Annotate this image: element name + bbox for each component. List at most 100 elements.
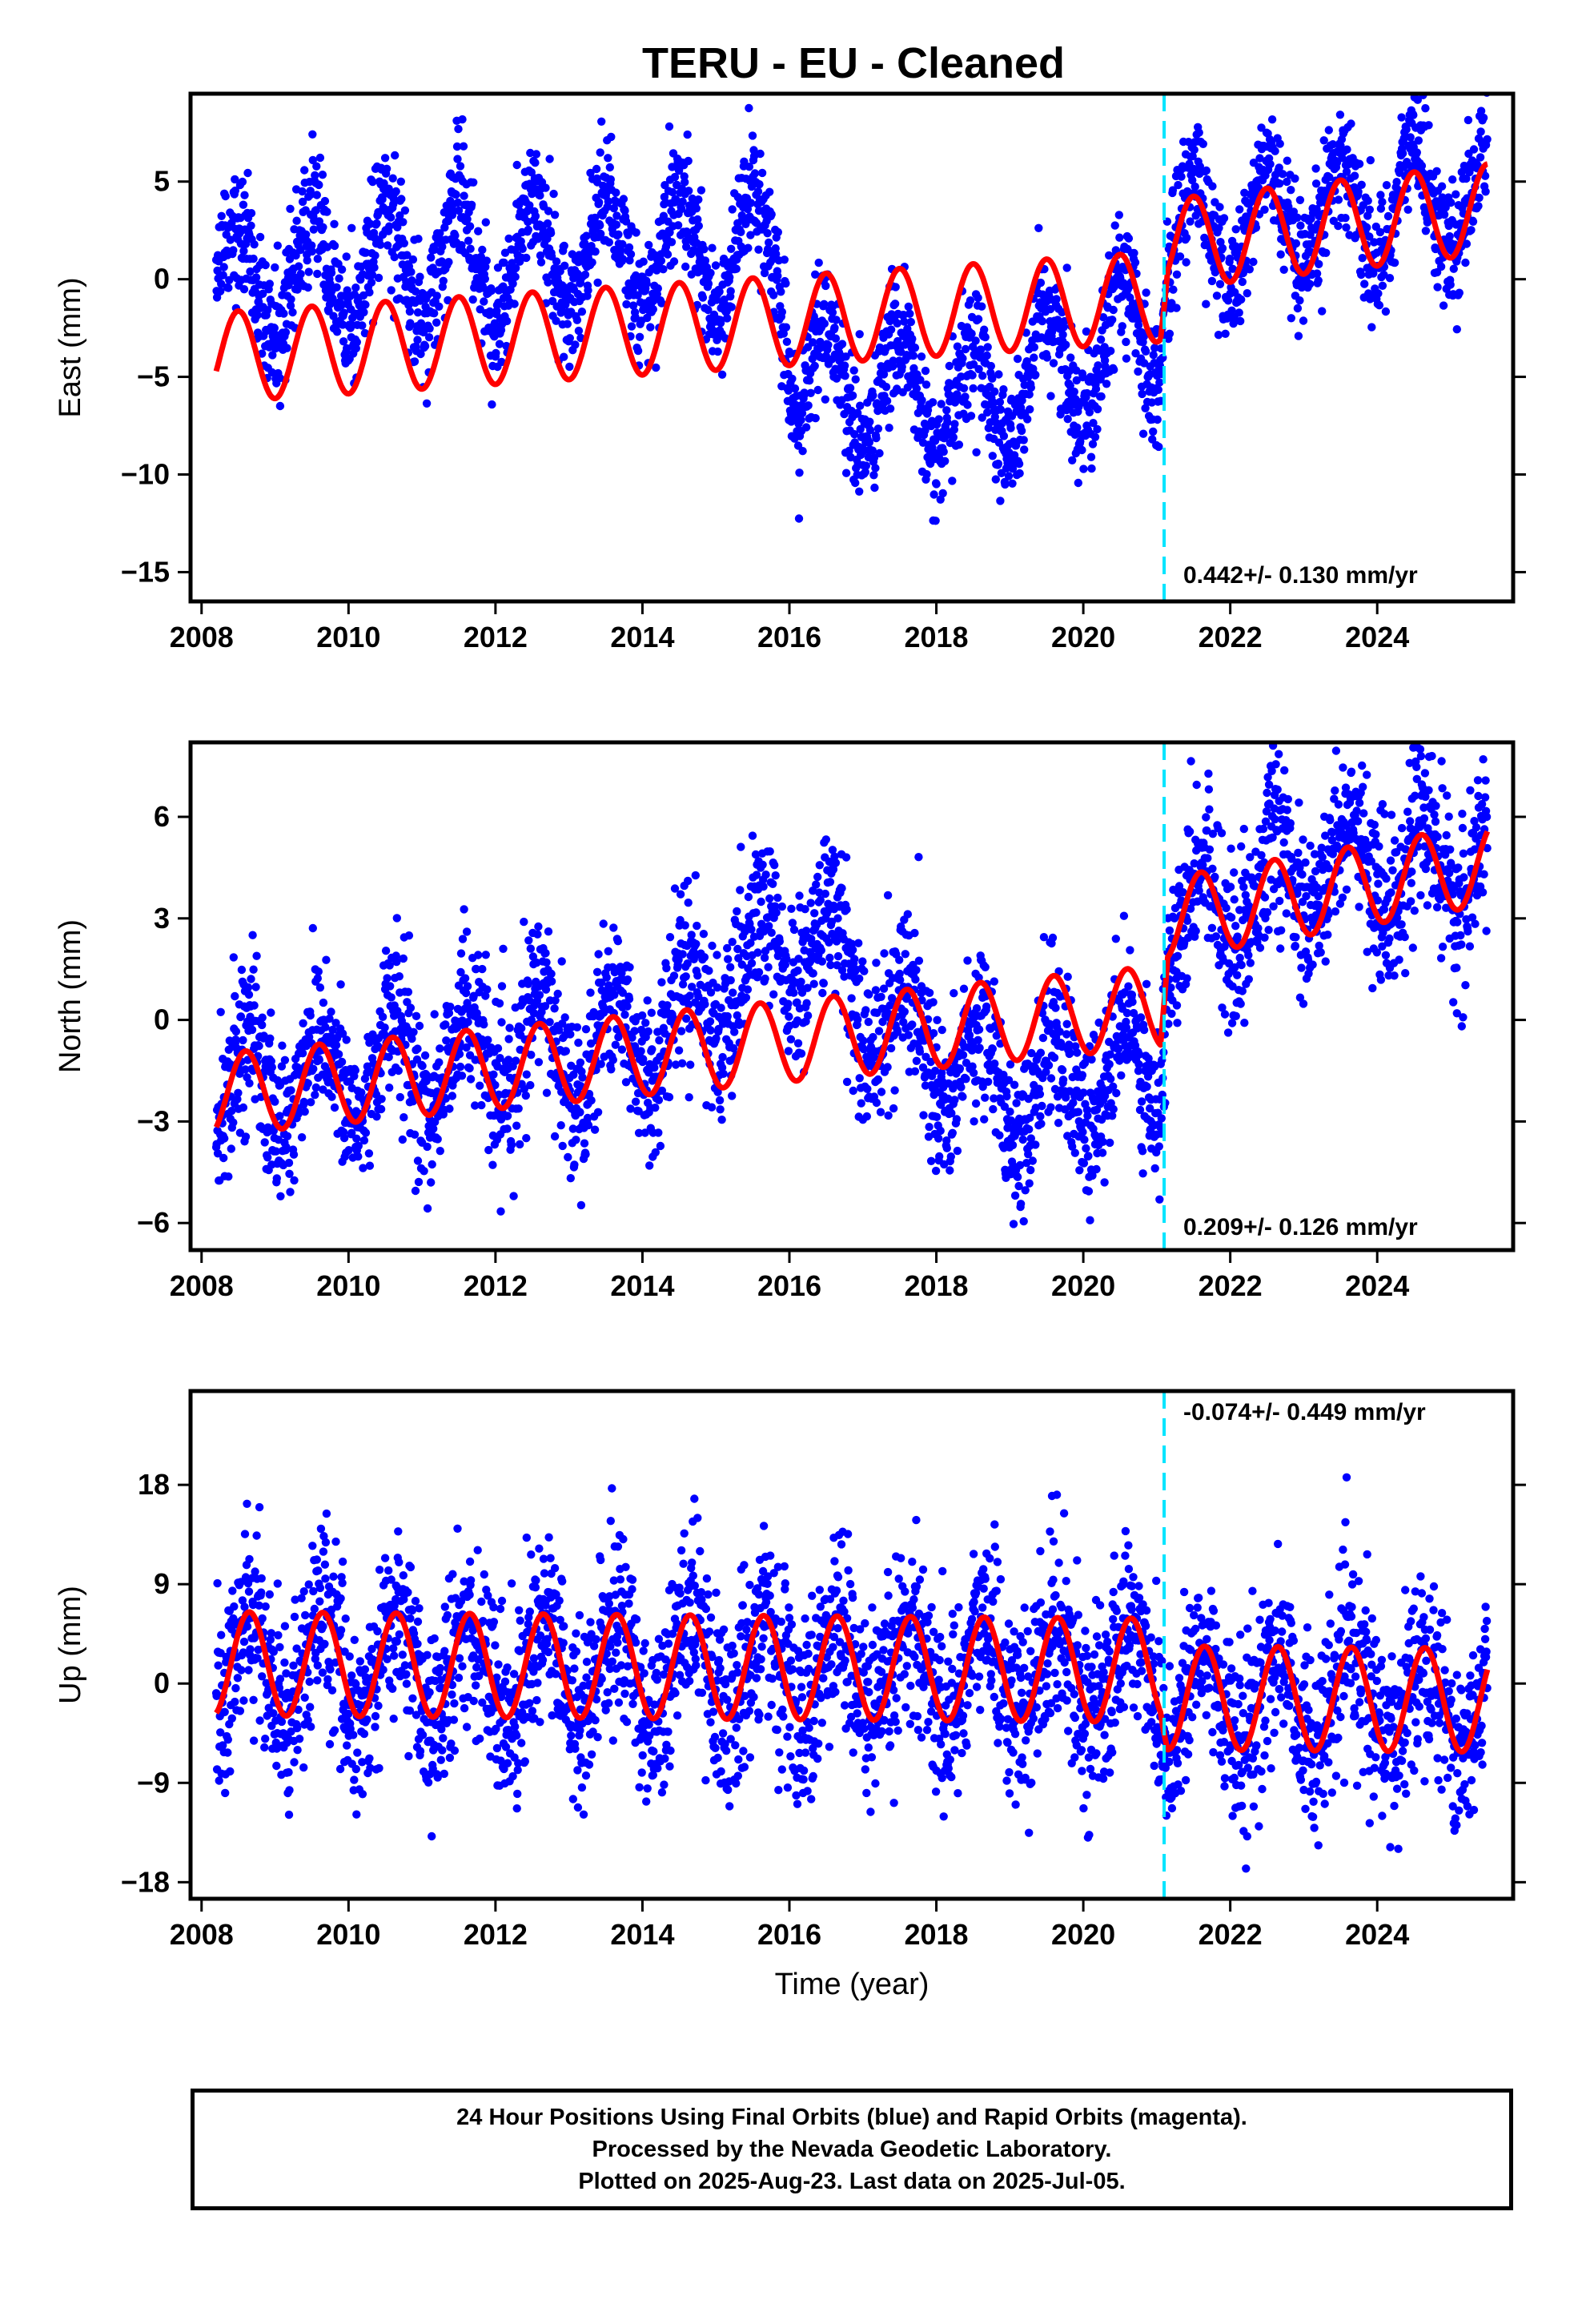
- data-point: [572, 316, 582, 324]
- data-point: [983, 408, 992, 417]
- data-point: [678, 950, 687, 959]
- data-point: [295, 246, 305, 255]
- data-point: [524, 225, 532, 235]
- data-point: [611, 1040, 620, 1049]
- data-point: [309, 225, 318, 234]
- data-point: [890, 1086, 899, 1095]
- data-point: [544, 278, 552, 287]
- data-point: [857, 1099, 865, 1108]
- data-point: [604, 947, 612, 956]
- data-point: [926, 1057, 935, 1067]
- data-point: [795, 891, 804, 900]
- data-point: [397, 195, 406, 203]
- data-point: [330, 241, 339, 251]
- data-point: [387, 213, 396, 222]
- data-point: [396, 211, 404, 220]
- data-point: [694, 195, 703, 204]
- data-point: [536, 258, 546, 267]
- data-point: [476, 305, 484, 314]
- data-point: [240, 191, 249, 199]
- data-point: [626, 250, 636, 259]
- data-point: [758, 860, 767, 870]
- data-point: [837, 340, 847, 348]
- data-point: [871, 986, 881, 995]
- data-point: [717, 1003, 725, 1012]
- data-point: [977, 345, 986, 354]
- data-point: [1188, 151, 1197, 161]
- data-point: [273, 241, 282, 250]
- data-point: [674, 955, 683, 965]
- data-point: [765, 847, 774, 856]
- data-point: [723, 943, 732, 953]
- data-point: [803, 983, 812, 992]
- data-point: [419, 328, 428, 337]
- data-point: [597, 117, 606, 126]
- data-point: [648, 305, 657, 314]
- data-point: [617, 1045, 627, 1054]
- data-point: [622, 300, 631, 309]
- data-point: [312, 191, 321, 199]
- data-point: [1312, 269, 1322, 278]
- data-point: [312, 162, 321, 171]
- data-point: [723, 1011, 732, 1021]
- data-point: [1042, 353, 1052, 362]
- data-point: [509, 1192, 518, 1200]
- data-point: [409, 1027, 418, 1037]
- data-point: [361, 248, 371, 257]
- data-point: [272, 1174, 281, 1183]
- data-point: [871, 464, 880, 472]
- data-point: [217, 279, 226, 288]
- data-point: [657, 299, 666, 308]
- data-point: [729, 988, 737, 997]
- data-point: [477, 1100, 486, 1110]
- data-point: [912, 1056, 921, 1066]
- data-point: [566, 1030, 575, 1039]
- data-point: [533, 930, 542, 939]
- data-point: [630, 1027, 639, 1035]
- data-point: [651, 1148, 660, 1157]
- data-point: [491, 1080, 500, 1090]
- data-point: [378, 1012, 387, 1022]
- data-point: [982, 351, 991, 360]
- data-point: [937, 400, 946, 408]
- data-point: [453, 198, 463, 207]
- data-point: [1271, 147, 1279, 155]
- data-point: [941, 456, 950, 465]
- data-point: [1074, 478, 1083, 488]
- data-point: [1295, 296, 1304, 305]
- data-point: [452, 142, 462, 151]
- data-point: [850, 430, 859, 439]
- data-point: [252, 951, 261, 960]
- data-point: [1169, 285, 1178, 294]
- data-point: [308, 155, 317, 165]
- data-point: [790, 384, 800, 393]
- data-point: [1257, 123, 1266, 132]
- data-point: [826, 960, 835, 970]
- data-point: [678, 197, 687, 206]
- data-point: [665, 1092, 674, 1102]
- data-point: [1319, 136, 1328, 145]
- data-point: [517, 1023, 526, 1033]
- data-point: [912, 966, 921, 975]
- data-point: [435, 1058, 444, 1067]
- data-point: [396, 1092, 404, 1102]
- data-point: [217, 211, 226, 220]
- data-point: [446, 1003, 455, 1011]
- data-point: [895, 969, 904, 979]
- data-point: [497, 357, 506, 367]
- x-tick-label: 2022: [1199, 621, 1263, 653]
- data-point: [905, 309, 914, 318]
- data-point: [408, 1034, 416, 1043]
- data-point: [299, 1097, 308, 1107]
- data-point: [795, 468, 804, 477]
- data-point: [639, 257, 648, 266]
- data-point: [364, 1149, 374, 1158]
- data-point: [813, 385, 822, 395]
- data-point: [1385, 274, 1395, 283]
- data-point: [1350, 171, 1359, 180]
- data-point: [1324, 126, 1334, 135]
- data-point: [841, 853, 851, 862]
- data-point: [741, 993, 751, 1003]
- data-point: [1175, 252, 1185, 261]
- data-point: [583, 1113, 592, 1123]
